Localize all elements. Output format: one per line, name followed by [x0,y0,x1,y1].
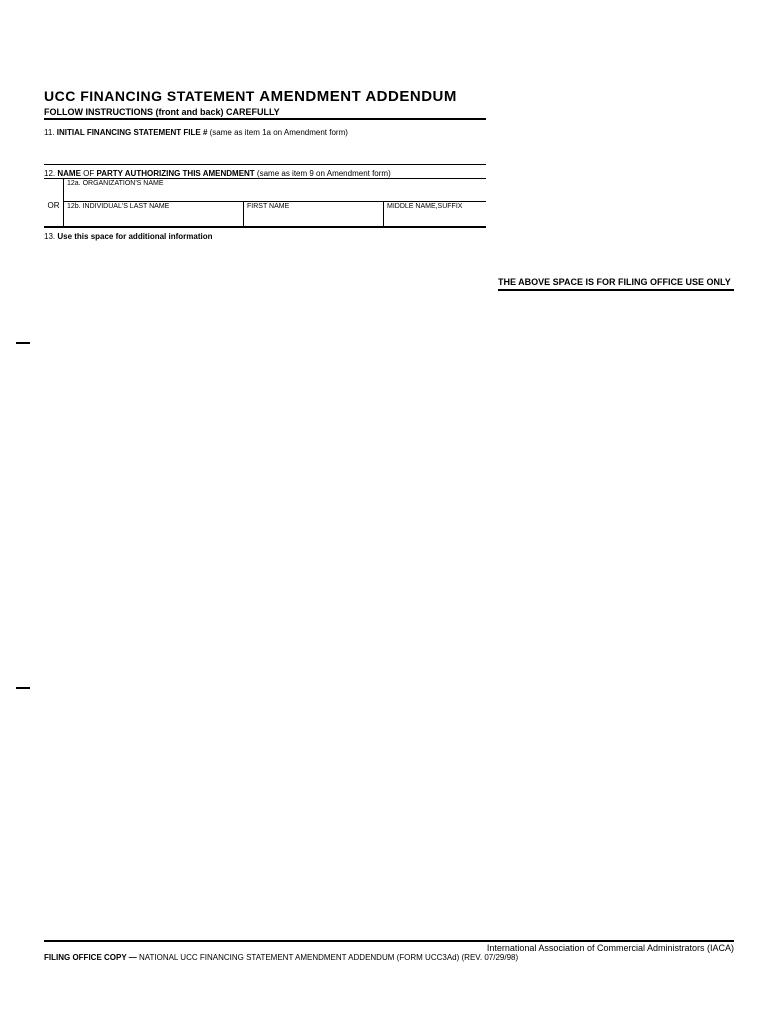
crop-mark-top [16,342,30,344]
title-part1: UCC FINANCING STATEMENT [44,88,259,104]
section-12-note: (same as item 9 on Amendment form) [257,169,391,178]
title-part2: AMENDMENT ADDENDUM [259,88,457,105]
middle-name-field[interactable]: MIDDLE NAME,SUFFIX [384,201,486,226]
section-12-header: 12. NAME OF PARTY AUTHORIZING THIS AMEND… [44,165,486,178]
row-12a: OR 12a. ORGANIZATION'S NAME [44,178,486,201]
footer-copy-bold: FILING OFFICE COPY — [44,953,139,962]
filing-office-note: THE ABOVE SPACE IS FOR FILING OFFICE USE… [498,277,734,291]
section-13-number: 13. [44,232,57,241]
instructions-line: FOLLOW INSTRUCTIONS (front and back) CAR… [44,105,486,120]
section-11: 11. INITIAL FINANCING STATEMENT FILE # (… [44,120,486,165]
section-13: 13. Use this space for additional inform… [44,228,486,241]
row-12b: 12b. INDIVIDUAL'S LAST NAME FIRST NAME M… [44,201,486,228]
footer: International Association of Commercial … [44,940,734,962]
section-11-number: 11. [44,128,57,137]
section-12-of: OF [83,169,96,178]
section-11-note: (same as item 1a on Amendment form) [210,128,348,137]
org-name-field[interactable]: 12a. ORGANIZATION'S NAME [64,179,486,201]
first-name-field[interactable]: FIRST NAME [244,201,384,226]
last-name-field[interactable]: 12b. INDIVIDUAL'S LAST NAME [64,201,244,226]
footer-form-info: FILING OFFICE COPY — NATIONAL UCC FINANC… [44,953,734,962]
section-13-label: Use this space for additional informatio… [57,232,212,241]
footer-org: International Association of Commercial … [44,943,734,953]
form-title: UCC FINANCING STATEMENT AMENDMENT ADDEND… [44,88,734,105]
form-container: UCC FINANCING STATEMENT AMENDMENT ADDEND… [44,88,734,241]
or-cell: OR [44,179,64,201]
crop-mark-bottom [16,687,30,689]
section-12-name: NAME [57,169,83,178]
section-11-label: 11. INITIAL FINANCING STATEMENT FILE # (… [44,128,348,137]
section-12-number: 12. [44,169,57,178]
footer-form-number: NATIONAL UCC FINANCING STATEMENT AMENDME… [139,953,518,962]
section-12-party: PARTY AUTHORIZING THIS AMENDMENT [96,169,256,178]
section-11-bold: INITIAL FINANCING STATEMENT FILE # [57,128,210,137]
or-text: OR [48,201,60,210]
